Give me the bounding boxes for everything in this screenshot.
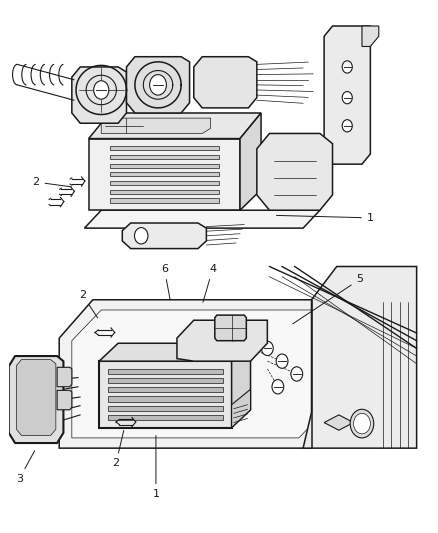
Circle shape — [342, 119, 352, 132]
Polygon shape — [59, 300, 345, 448]
Polygon shape — [72, 67, 127, 123]
Polygon shape — [108, 369, 223, 374]
Circle shape — [150, 75, 166, 95]
Text: 2: 2 — [79, 289, 98, 318]
Polygon shape — [177, 320, 267, 361]
Polygon shape — [122, 223, 206, 248]
Polygon shape — [362, 26, 379, 46]
Polygon shape — [110, 181, 219, 185]
Text: 1: 1 — [276, 213, 374, 223]
Polygon shape — [257, 133, 332, 210]
Polygon shape — [108, 387, 223, 392]
Text: 4: 4 — [203, 264, 216, 302]
Polygon shape — [108, 415, 223, 420]
Polygon shape — [101, 118, 211, 133]
Polygon shape — [88, 113, 261, 139]
Circle shape — [353, 414, 371, 434]
Polygon shape — [110, 190, 219, 194]
Polygon shape — [232, 343, 251, 427]
Text: 5: 5 — [293, 274, 364, 324]
Polygon shape — [110, 164, 219, 168]
Circle shape — [94, 81, 109, 99]
Polygon shape — [215, 315, 246, 341]
Polygon shape — [99, 343, 251, 361]
Polygon shape — [108, 406, 223, 411]
Polygon shape — [72, 310, 328, 438]
Circle shape — [350, 409, 374, 438]
Circle shape — [291, 367, 303, 381]
Text: 3: 3 — [16, 450, 35, 484]
Text: 2: 2 — [32, 177, 71, 187]
Polygon shape — [324, 415, 353, 430]
Polygon shape — [324, 26, 371, 164]
Polygon shape — [240, 113, 261, 210]
Polygon shape — [110, 146, 219, 150]
Circle shape — [134, 228, 148, 244]
Polygon shape — [57, 390, 72, 410]
Polygon shape — [110, 172, 219, 176]
Circle shape — [342, 61, 352, 73]
Text: 1: 1 — [152, 435, 159, 499]
Polygon shape — [232, 389, 251, 427]
Polygon shape — [16, 360, 56, 435]
Circle shape — [276, 354, 288, 368]
Circle shape — [272, 379, 284, 394]
Text: 6: 6 — [161, 264, 170, 300]
Circle shape — [342, 92, 352, 104]
Text: 2: 2 — [113, 430, 124, 469]
Polygon shape — [9, 356, 64, 443]
Polygon shape — [88, 139, 240, 210]
Polygon shape — [57, 367, 72, 387]
Polygon shape — [110, 198, 219, 203]
Polygon shape — [194, 56, 257, 108]
Polygon shape — [85, 210, 320, 228]
Circle shape — [261, 341, 273, 356]
Polygon shape — [303, 266, 417, 448]
Polygon shape — [99, 361, 232, 427]
Polygon shape — [108, 378, 223, 383]
Polygon shape — [108, 397, 223, 401]
Polygon shape — [110, 155, 219, 159]
Polygon shape — [127, 56, 190, 113]
